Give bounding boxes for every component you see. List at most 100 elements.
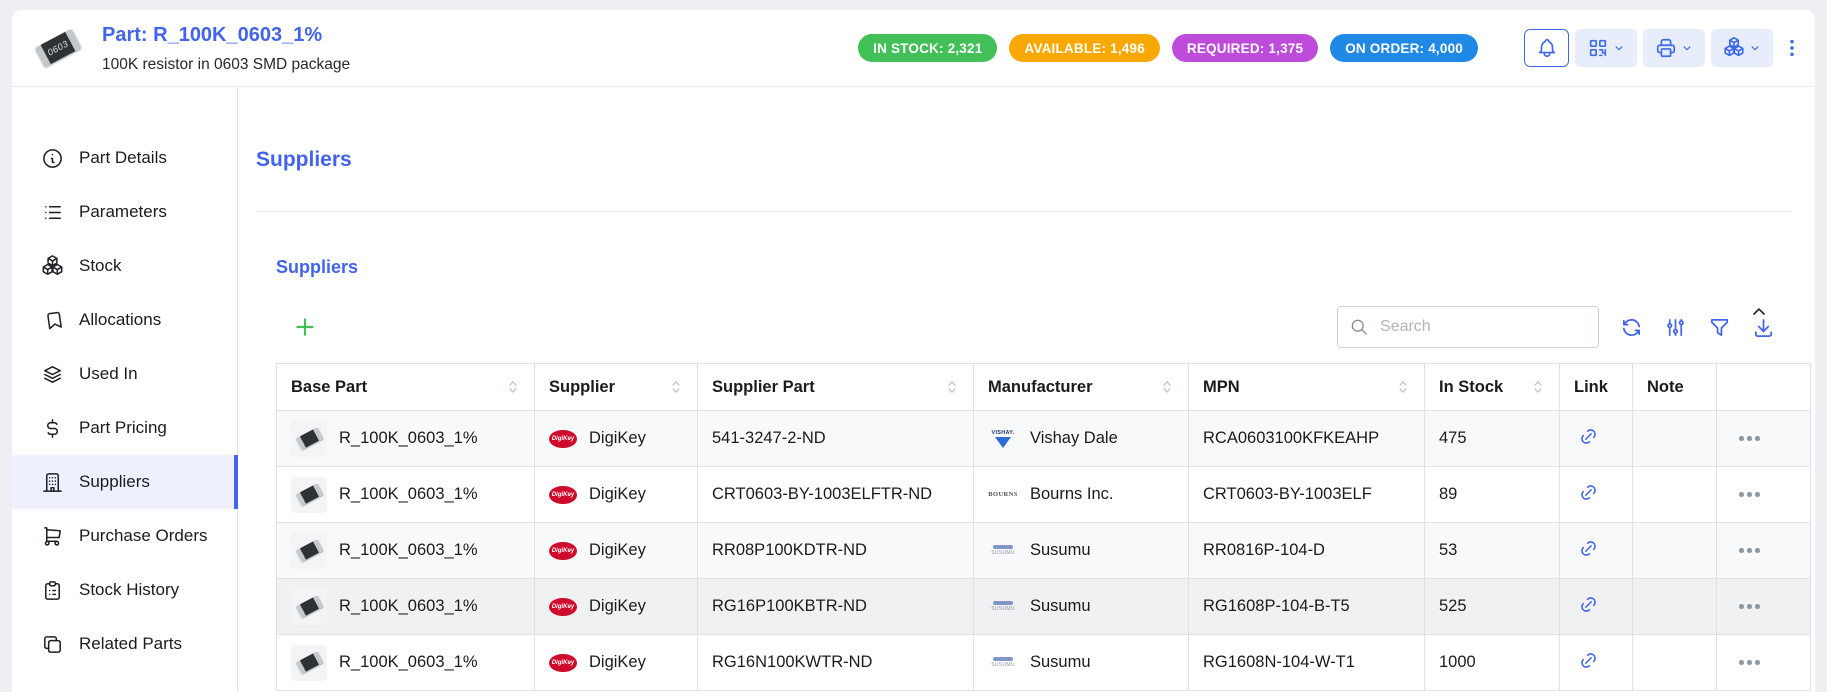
cell-mpn: RG1608P-104-B-T5 <box>1188 578 1425 635</box>
row-actions-button[interactable] <box>1739 436 1796 441</box>
app-window: 0603 Part: R_100K_0603_1% 100K resistor … <box>12 10 1815 692</box>
table-row[interactable]: R_100K_0603_1% DigiKey DigiKey CRT0603-BY-1… <box>276 466 1811 523</box>
stock-actions-button[interactable] <box>1711 29 1773 67</box>
sidebar-item-used-in[interactable]: Used In <box>12 347 237 401</box>
status-badges: IN STOCK: 2,321 AVAILABLE: 1,496 REQUIRED:… <box>858 34 1478 62</box>
table-settings-button[interactable] <box>1664 316 1687 339</box>
search-icon <box>1349 317 1369 337</box>
cell-manufacturer: VISHAY. Vishay Dale <box>973 410 1189 467</box>
cell-manufacturer: SUSUMU Susumu <box>973 634 1189 691</box>
base-part-name: R_100K_0603_1% <box>339 653 478 671</box>
cell-supplier: DigiKey DigiKey <box>534 578 698 635</box>
table-row[interactable]: R_100K_0603_1% DigiKey DigiKey RR08P100KDTR… <box>276 522 1811 579</box>
external-link-icon[interactable] <box>1578 482 1599 503</box>
currency-dollar-icon <box>40 416 64 440</box>
supplier-name: DigiKey <box>589 541 646 559</box>
part-image[interactable]: 0603 <box>30 22 86 74</box>
sidebar-item-label: Purchase Orders <box>79 526 208 545</box>
print-button[interactable] <box>1643 29 1705 67</box>
bell-icon <box>1536 37 1558 59</box>
part-thumbnail <box>291 588 327 625</box>
sidebar-item-label: Stock <box>79 256 122 275</box>
toolbar-right <box>1337 306 1809 348</box>
cell-actions <box>1716 578 1811 635</box>
row-actions-button[interactable] <box>1739 548 1796 553</box>
column-header-base_part[interactable]: Base Part <box>276 363 535 411</box>
vishay-logo: VISHAY. <box>988 430 1018 448</box>
sidebar-item-suppliers[interactable]: Suppliers <box>12 455 238 509</box>
filter-button[interactable] <box>1708 316 1731 339</box>
cell-manufacturer: BOURNS Bourns Inc. <box>973 466 1189 523</box>
external-link-icon[interactable] <box>1578 594 1599 615</box>
table-row[interactable]: R_100K_0603_1% DigiKey DigiKey RG16N100KWTR… <box>276 634 1811 691</box>
part-thumbnail <box>291 644 327 681</box>
chevron-down-icon <box>1612 41 1626 55</box>
digikey-logo: DigiKey <box>549 485 577 504</box>
column-label: Link <box>1574 377 1608 396</box>
manufacturer-name: Bourns Inc. <box>1030 485 1114 503</box>
table-row[interactable]: R_100K_0603_1% DigiKey DigiKey RG16P100KBTR… <box>276 578 1811 635</box>
sidebar-item-label: Parameters <box>79 202 167 221</box>
base-part-name: R_100K_0603_1% <box>339 597 478 615</box>
packages-icon <box>1723 37 1745 59</box>
sort-icon <box>1158 378 1176 396</box>
suppliers-panel: Suppliers <box>276 256 1811 691</box>
shopping-cart-icon <box>40 524 64 548</box>
sidebar-item-label: Part Pricing <box>79 418 167 437</box>
download-button[interactable] <box>1752 316 1775 339</box>
supplier-name: DigiKey <box>589 653 646 671</box>
sidebar-item-stock[interactable]: Stock <box>12 239 237 293</box>
cell-base-part: R_100K_0603_1% <box>276 410 535 467</box>
overflow-menu-button[interactable] <box>1781 29 1803 67</box>
sidebar-item-purchase-orders[interactable]: Purchase Orders <box>12 509 237 563</box>
cell-base-part: R_100K_0603_1% <box>276 466 535 523</box>
cell-supplier-part: 541-3247-2-ND <box>697 410 974 467</box>
external-link-icon[interactable] <box>1578 426 1599 447</box>
cell-in-stock: 1000 <box>1424 634 1560 691</box>
sidebar-item-allocations[interactable]: Allocations <box>12 293 237 347</box>
chevron-down-icon <box>1680 41 1694 55</box>
barcode-button[interactable] <box>1575 29 1637 67</box>
cell-in-stock: 53 <box>1424 522 1560 579</box>
row-actions-button[interactable] <box>1739 604 1796 609</box>
column-header-in_stock[interactable]: In Stock <box>1424 363 1560 411</box>
susumu-logo: SUSUMU <box>988 601 1018 612</box>
row-actions-button[interactable] <box>1739 492 1796 497</box>
column-header-supplier[interactable]: Supplier <box>534 363 698 411</box>
external-link-icon[interactable] <box>1578 538 1599 559</box>
cell-in-stock: 89 <box>1424 466 1560 523</box>
table-row[interactable]: R_100K_0603_1% DigiKey DigiKey 541-3247-2-N… <box>276 410 1811 467</box>
cell-in-stock: 525 <box>1424 578 1560 635</box>
sidebar-item-related-parts[interactable]: Related Parts <box>12 617 237 671</box>
column-header-mpn[interactable]: MPN <box>1188 363 1425 411</box>
cell-manufacturer: SUSUMU Susumu <box>973 522 1189 579</box>
badge-in-stock: IN STOCK: 2,321 <box>858 34 998 62</box>
notifications-button[interactable] <box>1524 29 1569 67</box>
row-actions-button[interactable] <box>1739 660 1796 665</box>
building-icon <box>40 470 64 494</box>
sort-icon <box>943 378 961 396</box>
sidebar-item-part-pricing[interactable]: Part Pricing <box>12 401 237 455</box>
cell-link <box>1559 634 1633 691</box>
search-input[interactable] <box>1378 317 1587 337</box>
add-supplier-button[interactable] <box>292 314 318 340</box>
sidebar-item-part-details[interactable]: Part Details <box>12 131 237 185</box>
chevron-down-icon <box>1748 41 1762 55</box>
sidebar: Part Details Parameters Stock Allocations Us… <box>12 87 238 692</box>
sidebar-item-stock-history[interactable]: Stock History <box>12 563 237 617</box>
cell-mpn: CRT0603-BY-1003ELF <box>1188 466 1425 523</box>
column-header-supplier_part[interactable]: Supplier Part <box>697 363 974 411</box>
badge-on-order: ON ORDER: 4,000 <box>1330 34 1478 62</box>
sidebar-item-parameters[interactable]: Parameters <box>12 185 237 239</box>
sort-icon <box>504 378 522 396</box>
cell-supplier-part: RR08P100KDTR-ND <box>697 522 974 579</box>
refresh-button[interactable] <box>1620 316 1643 339</box>
column-header-manufacturer[interactable]: Manufacturer <box>973 363 1189 411</box>
cell-in-stock: 475 <box>1424 410 1560 467</box>
external-link-icon[interactable] <box>1578 650 1599 671</box>
collapse-panel-button[interactable] <box>1749 302 1769 322</box>
cell-supplier-part: CRT0603-BY-1003ELFTR-ND <box>697 466 974 523</box>
list-icon <box>40 200 64 224</box>
manufacturer-name: Susumu <box>1030 653 1091 671</box>
sidebar-item-label: Related Parts <box>79 634 182 653</box>
